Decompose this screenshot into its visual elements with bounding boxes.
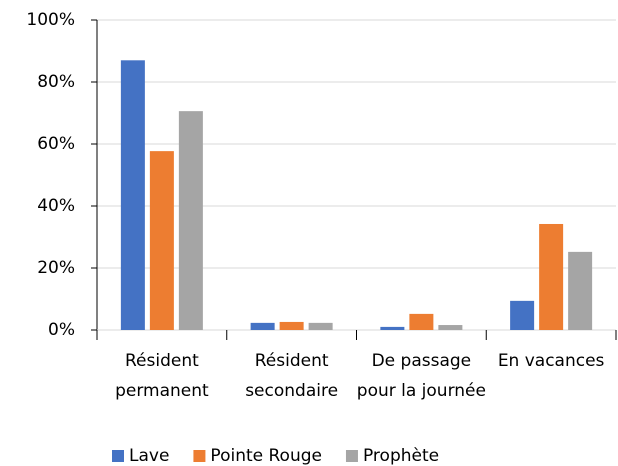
y-tick-label: 20% <box>37 258 75 278</box>
bar <box>380 326 405 330</box>
legend-swatch <box>193 450 206 462</box>
legend-swatch <box>345 450 358 462</box>
x-tick-label: Résident secondaire <box>245 351 339 401</box>
y-tick-label: 80% <box>37 72 75 92</box>
bar <box>279 321 304 330</box>
x-tick-label: Résident permanent <box>115 351 209 401</box>
bar <box>178 111 203 330</box>
bar <box>568 251 593 330</box>
bar <box>250 322 275 330</box>
bar <box>308 322 333 330</box>
bar <box>438 325 463 330</box>
y-tick-label: 100% <box>26 10 75 30</box>
y-tick-label: 0% <box>48 320 75 340</box>
bar <box>120 60 145 331</box>
legend-label: Prophète <box>363 446 439 466</box>
y-tick-label: 60% <box>37 134 75 154</box>
bar <box>510 300 535 330</box>
x-tick-label: En vacances <box>497 351 605 371</box>
legend-label: Pointe Rouge <box>210 446 322 466</box>
legend-swatch <box>112 450 124 462</box>
bar <box>539 223 564 330</box>
x-tick-label: De passage pour la journée <box>356 351 486 401</box>
y-tick-label: 40% <box>37 196 75 216</box>
bar <box>149 151 174 330</box>
bar <box>409 313 434 330</box>
legend-label: Lave <box>129 446 169 466</box>
